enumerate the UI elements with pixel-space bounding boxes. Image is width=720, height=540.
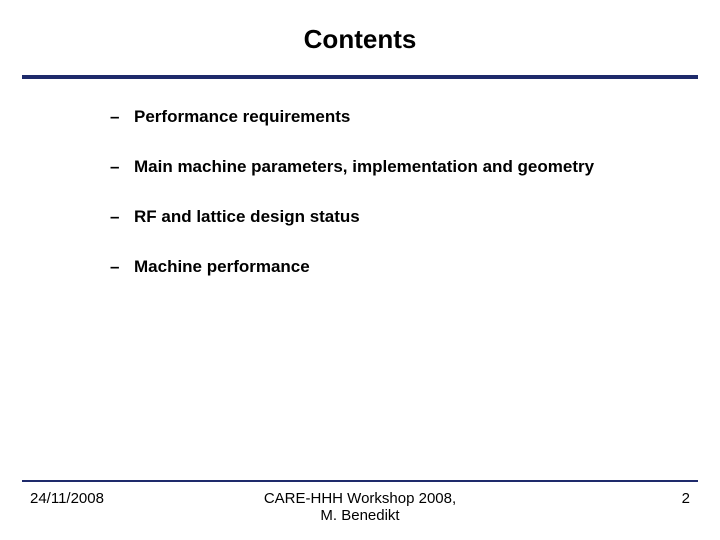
footer: 24/11/2008 CARE-HHH Workshop 2008, M. Be… (0, 482, 720, 540)
list-item: – Performance requirements (110, 107, 660, 127)
bullet-dash: – (110, 107, 124, 127)
slide: Contents – Performance requirements – Ma… (0, 0, 720, 540)
title-area: Contents (0, 0, 720, 67)
bullet-text: Performance requirements (134, 107, 350, 127)
bullet-dash: – (110, 207, 124, 227)
bullet-text: Main machine parameters, implementation … (134, 157, 594, 177)
list-item: – Main machine parameters, implementatio… (110, 157, 660, 177)
bullet-dash: – (110, 157, 124, 177)
bullet-text: Machine performance (134, 257, 310, 277)
footer-date: 24/11/2008 (30, 490, 130, 507)
list-item: – RF and lattice design status (110, 207, 660, 227)
footer-page-number: 2 (590, 490, 690, 507)
list-item: – Machine performance (110, 257, 660, 277)
content-area: – Performance requirements – Main machin… (0, 79, 720, 480)
footer-center-line2: M. Benedikt (130, 507, 590, 524)
footer-center-line1: CARE-HHH Workshop 2008, (130, 490, 590, 507)
bullet-text: RF and lattice design status (134, 207, 360, 227)
bullet-list: – Performance requirements – Main machin… (110, 107, 660, 277)
bullet-dash: – (110, 257, 124, 277)
slide-title: Contents (0, 24, 720, 55)
footer-center: CARE-HHH Workshop 2008, M. Benedikt (130, 490, 590, 524)
